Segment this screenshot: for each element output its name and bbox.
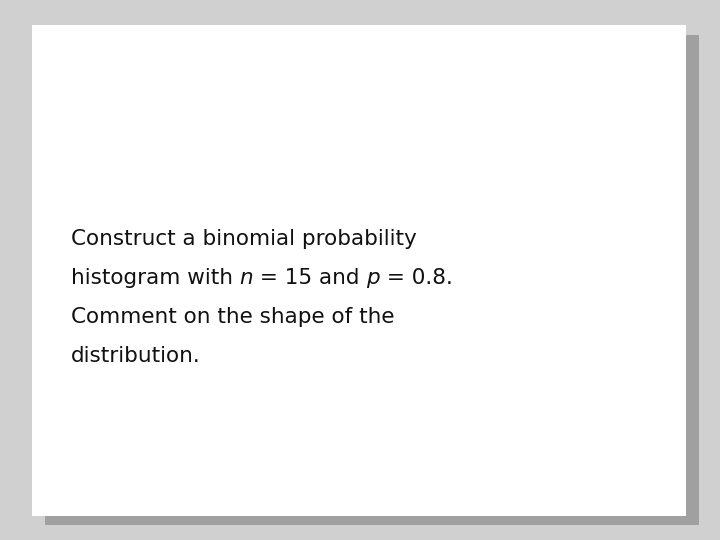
Text: p: p: [366, 268, 380, 288]
Text: histogram with: histogram with: [71, 268, 240, 288]
FancyBboxPatch shape: [45, 35, 699, 525]
FancyBboxPatch shape: [32, 25, 686, 516]
Text: Comment on the shape of the: Comment on the shape of the: [71, 307, 394, 327]
Text: distribution.: distribution.: [71, 346, 200, 366]
Text: = 0.8.: = 0.8.: [380, 268, 453, 288]
Text: = 15 and: = 15 and: [253, 268, 366, 288]
Text: n: n: [240, 268, 253, 288]
Text: Construct a binomial probability: Construct a binomial probability: [71, 229, 416, 249]
